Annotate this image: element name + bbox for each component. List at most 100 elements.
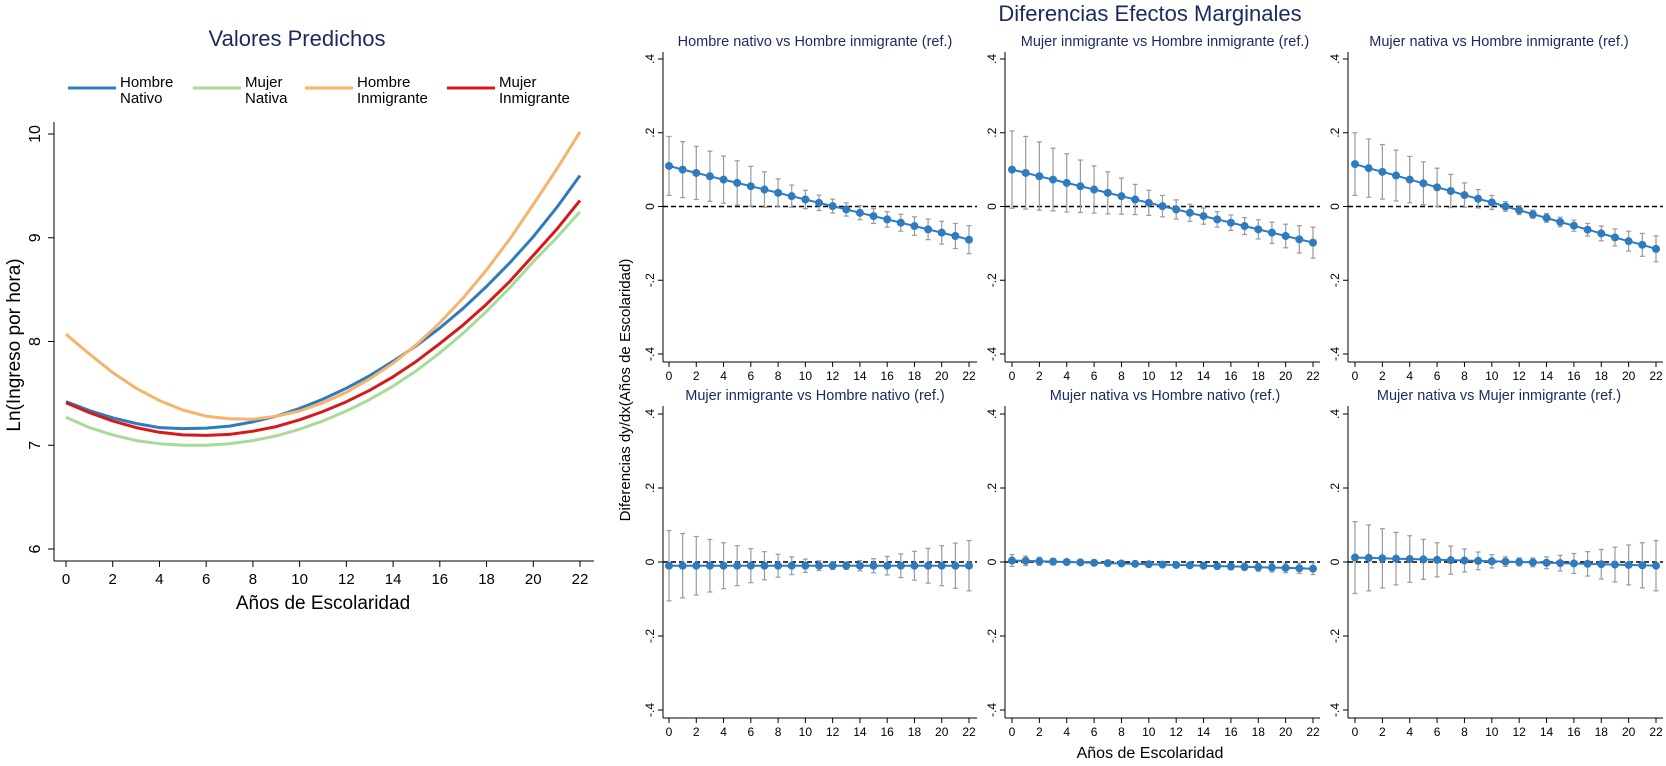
subplot-6: Mujer nativa vs Mujer inmigrante (ref.) -… (1328, 388, 1663, 739)
subplot-y-tick-label: .2 (1328, 483, 1342, 493)
effect-point (1597, 229, 1606, 238)
effect-point (842, 561, 851, 570)
subplot-y-tick-label: .4 (643, 54, 657, 64)
effect-point (1008, 556, 1016, 565)
subplot-5: Mujer nativa vs Hombre nativo (ref.) -.4 -… (985, 388, 1320, 739)
left-x-tick-label: 6 (202, 571, 210, 588)
effect-point (1309, 238, 1317, 247)
legend-label-2: Hombre (357, 74, 410, 91)
effect-point (910, 561, 919, 570)
subplot-x-tick-label: 2 (1036, 725, 1043, 739)
subplot-x-tick-label: 18 (1252, 725, 1266, 739)
effect-point (1351, 160, 1359, 169)
subplot-y-tick-label: 0 (1328, 558, 1342, 565)
effect-point (1569, 559, 1578, 568)
effect-point (951, 561, 960, 570)
left-x-tick-label: 14 (385, 571, 402, 588)
effect-point (1131, 559, 1140, 568)
subplot-y-tick-label: .4 (985, 54, 999, 64)
left-x-tick-label: 8 (249, 571, 257, 588)
effect-point (1240, 222, 1249, 231)
effect-point (815, 198, 823, 207)
subplot-y-tick-label: .4 (1328, 54, 1342, 64)
subplot-y-tick-label: -.4 (1328, 703, 1342, 717)
effect-point (1131, 195, 1140, 204)
subplot-x-tick-label: 14 (1197, 725, 1211, 739)
subplot-x-tick-label: 18 (1252, 369, 1266, 383)
subplot-x-tick-label: 12 (1513, 369, 1527, 383)
legend-label-2: Inmigrante (357, 90, 428, 107)
effect-point (1638, 561, 1647, 570)
effect-point (1240, 562, 1249, 571)
right-y-axis-label: Diferencias dy/dx(Años de Escolaridad) (617, 259, 634, 522)
legend-label-0: Hombre (120, 74, 173, 91)
effect-point (1254, 225, 1263, 234)
effect-point (1542, 213, 1551, 222)
subplot-x-tick-label: 18 (908, 725, 922, 739)
effect-point (1501, 202, 1510, 211)
subplot-y-tick-label: .4 (1328, 409, 1342, 419)
subplot-x-tick-label: 16 (881, 725, 895, 739)
subplot-y-tick-label: -.4 (1328, 347, 1342, 361)
subplot-4: Mujer inmigrante vs Hombre nativo (ref.)… (643, 388, 977, 739)
marginal-effects-grid: Hombre nativo vs Hombre inmigrante (ref.… (643, 34, 1663, 739)
effect-point (1378, 554, 1387, 563)
effect-point (746, 561, 755, 570)
subplot-x-tick-label: 4 (1406, 369, 1413, 383)
effect-point (869, 561, 878, 570)
effect-point (1364, 164, 1373, 173)
effect-point (937, 228, 946, 237)
effect-point (1460, 556, 1469, 565)
effect-point (1652, 561, 1660, 570)
effect-point (1035, 172, 1044, 181)
subplot-y-tick-label: .4 (643, 409, 657, 419)
effect-point (1405, 175, 1414, 184)
subplot-title: Hombre nativo vs Hombre inmigrante (ref.… (678, 34, 953, 50)
effect-point (1295, 564, 1304, 573)
subplot-x-tick-label: 10 (1485, 369, 1499, 383)
subplot-x-tick-label: 6 (1434, 369, 1441, 383)
effect-point (1474, 194, 1483, 203)
effect-point (855, 561, 864, 570)
effect-point (1515, 206, 1524, 215)
effect-point (1597, 560, 1606, 569)
subplot-x-tick-label: 16 (1224, 725, 1238, 739)
effect-point (1144, 198, 1153, 207)
effect-point (1185, 208, 1194, 217)
subplot-x-tick-label: 10 (1142, 369, 1156, 383)
subplot-x-tick-label: 22 (1306, 369, 1320, 383)
subplot-x-tick-label: 0 (1009, 369, 1016, 383)
effect-point (1610, 233, 1619, 242)
subplot-x-tick-label: 0 (1352, 369, 1359, 383)
effect-point (774, 188, 783, 197)
effect-point (1309, 564, 1317, 573)
subplot-x-tick-label: 20 (1279, 725, 1293, 739)
subplot-x-tick-label: 2 (1379, 725, 1386, 739)
effect-point (896, 561, 905, 570)
effect-point (746, 182, 755, 191)
subplot-x-tick-label: 2 (1379, 369, 1386, 383)
effect-point (1528, 210, 1537, 219)
effect-point (1556, 559, 1565, 568)
effect-point (1583, 559, 1592, 568)
effect-point (1528, 558, 1537, 567)
effect-point (1460, 191, 1469, 200)
effect-point (1474, 556, 1483, 565)
subplot-title: Mujer inmigrante vs Hombre inmigrante (r… (1021, 34, 1309, 50)
effect-point (760, 561, 769, 570)
effect-point (1569, 221, 1578, 230)
subplot-x-tick-label: 20 (1279, 369, 1293, 383)
subplot-x-tick-label: 22 (962, 725, 976, 739)
effect-point (1035, 557, 1044, 566)
legend-label-3: Inmigrante (499, 90, 570, 107)
effect-point (787, 192, 796, 201)
subplot-x-tick-label: 20 (935, 725, 949, 739)
effect-point (665, 161, 673, 170)
effect-point (1076, 558, 1085, 567)
subplot-y-tick-label: -.2 (643, 273, 657, 287)
subplot-y-tick-label: -.2 (643, 629, 657, 643)
legend-label-1: Mujer (245, 74, 283, 91)
subplot-y-tick-label: 0 (985, 558, 999, 565)
subplot-x-tick-label: 2 (693, 369, 700, 383)
effect-point (1172, 205, 1181, 214)
